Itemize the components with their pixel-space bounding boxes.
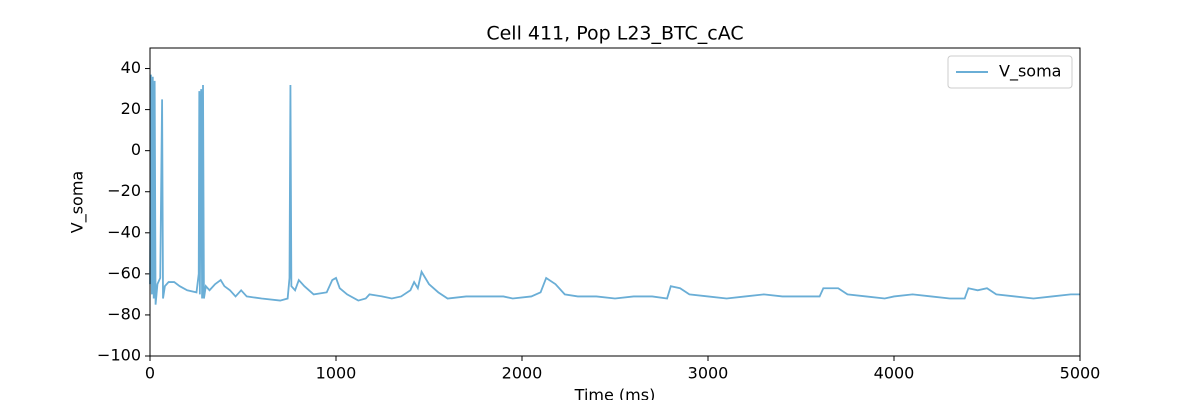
x-tick-label: 4000 — [874, 364, 915, 383]
x-tick-label: 5000 — [1060, 364, 1101, 383]
y-axis-label: V_soma — [68, 171, 88, 233]
legend-box — [947, 55, 1073, 89]
y-tick-label: 0 — [131, 140, 141, 159]
y-tick-label: 20 — [121, 99, 141, 118]
x-tick-label: 2000 — [502, 364, 543, 383]
x-tick-label: 1000 — [316, 364, 357, 383]
x-axis-label: Time (ms) — [574, 386, 656, 400]
legend-label: V_soma — [999, 62, 1061, 82]
y-tick-label: −80 — [107, 304, 141, 323]
y-tick-label: −20 — [107, 181, 141, 200]
x-tick-label: 0 — [145, 364, 155, 383]
y-tick-label: −40 — [107, 222, 141, 241]
y-tick-label: −100 — [97, 346, 141, 365]
y-tick-label: −60 — [107, 263, 141, 282]
chart-title: Cell 411, Pop L23_BTC_cAC — [486, 23, 743, 45]
plot-frame — [149, 47, 1081, 357]
x-tick-label: 3000 — [688, 364, 729, 383]
data-line — [149, 74, 1080, 305]
y-tick-label: 40 — [121, 58, 141, 77]
